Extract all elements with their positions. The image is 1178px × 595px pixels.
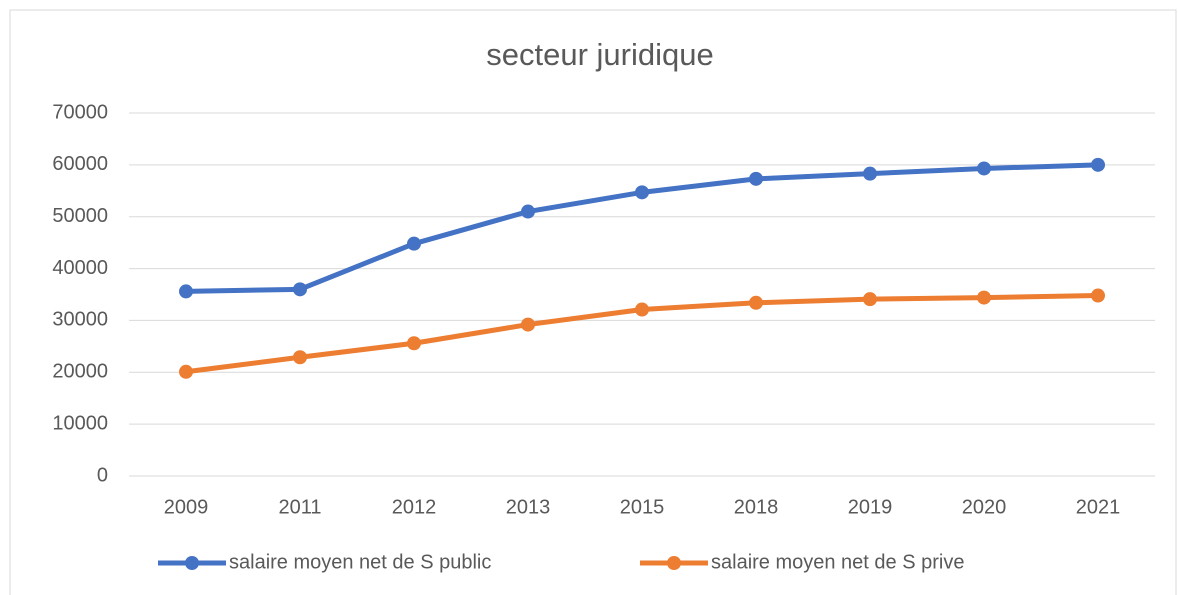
data-point xyxy=(749,171,763,186)
x-tick-label: 2019 xyxy=(848,496,893,518)
y-tick-label: 50000 xyxy=(52,205,108,227)
x-tick-label: 2021 xyxy=(1076,496,1121,518)
y-tick-label: 70000 xyxy=(52,101,108,123)
data-point xyxy=(749,295,763,310)
data-point xyxy=(1091,157,1105,172)
legend-label: salaire moyen net de S prive xyxy=(711,551,964,573)
y-tick-label: 40000 xyxy=(52,257,108,279)
x-tick-label: 2009 xyxy=(164,496,209,518)
data-point xyxy=(521,204,535,219)
data-point xyxy=(407,236,421,251)
y-tick-label: 20000 xyxy=(52,361,108,383)
legend-marker xyxy=(185,556,199,570)
legend-label: salaire moyen net de S public xyxy=(229,551,491,573)
x-tick-label: 2020 xyxy=(962,496,1007,518)
data-point xyxy=(407,336,421,351)
x-tick-label: 2012 xyxy=(392,496,437,518)
y-tick-label: 60000 xyxy=(52,153,108,175)
data-point xyxy=(863,166,877,181)
chart-title: secteur juridique xyxy=(486,37,713,72)
data-point xyxy=(977,290,991,305)
data-point xyxy=(1091,288,1105,303)
data-point xyxy=(635,185,649,200)
data-point xyxy=(293,282,307,297)
y-tick-label: 30000 xyxy=(52,309,108,331)
data-point xyxy=(179,364,193,379)
data-point xyxy=(863,292,877,307)
data-point xyxy=(179,284,193,299)
y-tick-label: 10000 xyxy=(52,412,108,434)
data-point xyxy=(521,317,535,332)
x-tick-label: 2013 xyxy=(506,496,551,518)
data-point xyxy=(635,302,649,317)
data-point xyxy=(977,161,991,176)
x-tick-label: 2015 xyxy=(620,496,665,518)
x-tick-label: 2018 xyxy=(734,496,779,518)
y-tick-label: 0 xyxy=(97,464,108,486)
legend-marker xyxy=(667,556,681,570)
x-tick-label: 2011 xyxy=(278,496,321,518)
data-point xyxy=(293,350,307,365)
